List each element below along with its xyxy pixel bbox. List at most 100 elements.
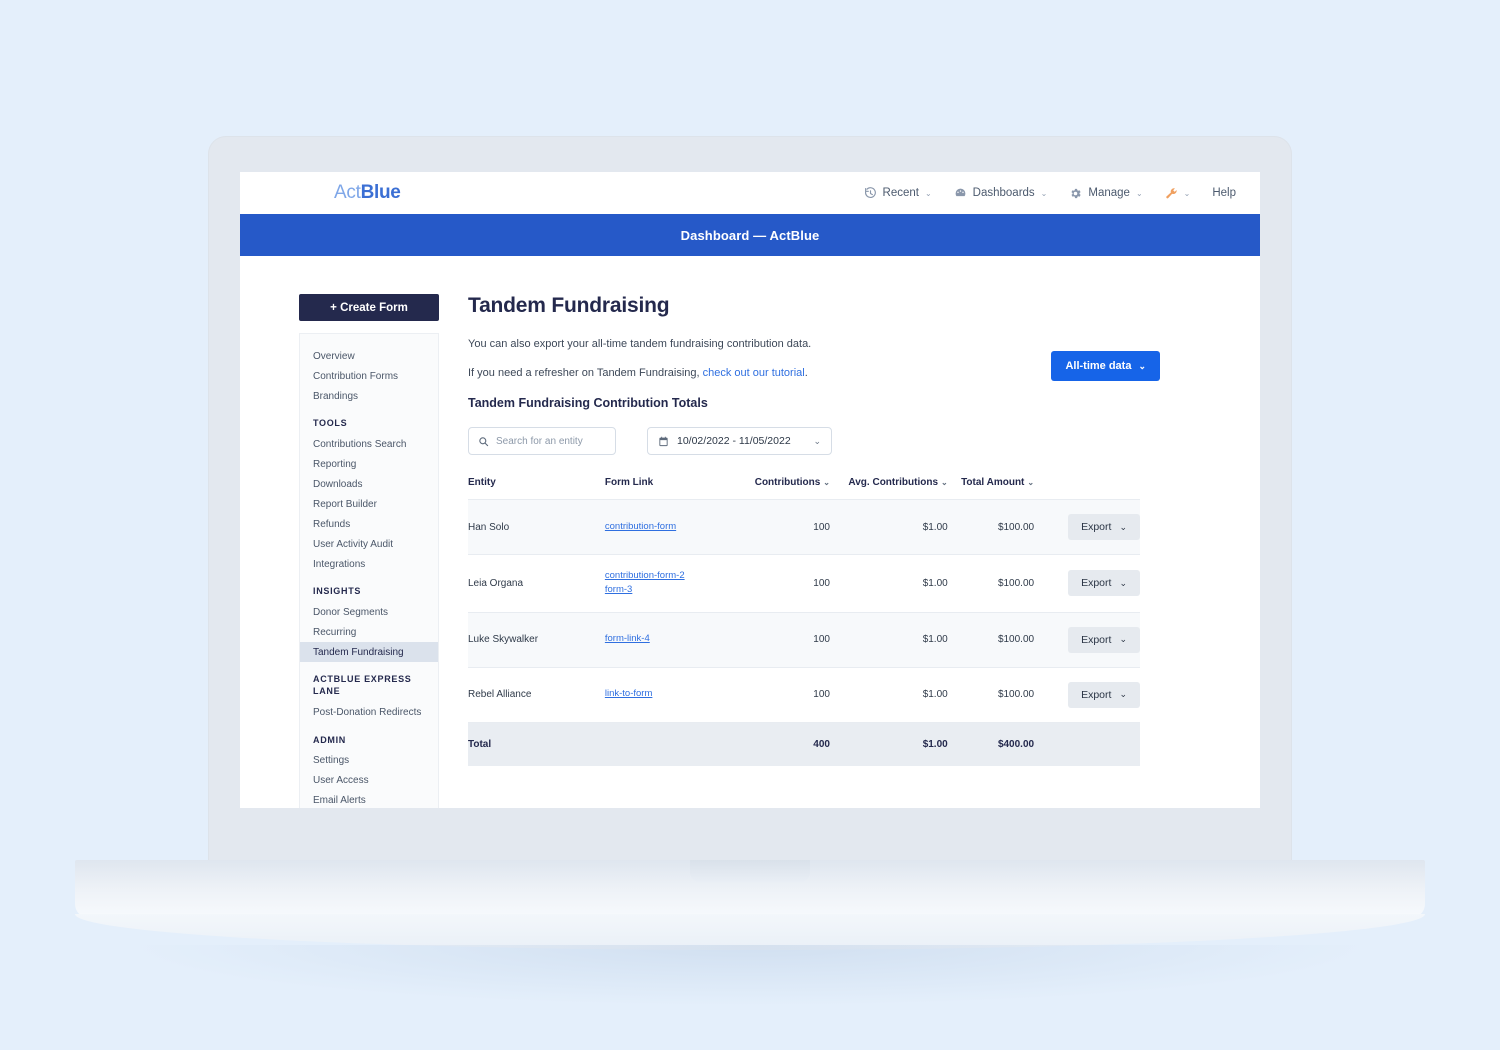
cell-total-contributions: 400: [813, 738, 830, 750]
calendar-icon: [658, 436, 669, 447]
tandem-fundraising-table: Entity Form Link Contributions ⌄ Avg. Con…: [468, 477, 1140, 766]
export-button-label: Export: [1081, 521, 1112, 533]
cell-total-amount: $400.00: [997, 738, 1035, 750]
sidebar-item-integrations[interactable]: Integrations: [313, 558, 366, 570]
sidebar-item-brandings[interactable]: Brandings: [313, 390, 359, 402]
sidebar-item-post-donation-redirects[interactable]: Post-Donation Redirects: [313, 707, 422, 719]
search-entity-box[interactable]: Search for an entity: [468, 427, 616, 455]
cell-entity: Leia Organa: [468, 577, 524, 589]
search-icon: [478, 436, 489, 447]
sidebar-item-refunds[interactable]: Refunds: [313, 518, 351, 530]
wrench-icon: [1165, 187, 1178, 200]
form-link[interactable]: form-link-4: [604, 633, 650, 645]
sidebar-item-overview[interactable]: Overview: [313, 350, 355, 362]
all-time-data-button[interactable]: All-time data ⌄: [1051, 351, 1160, 381]
sidebar-item-contribution-forms[interactable]: Contribution Forms: [313, 370, 399, 382]
cell-actions: Export ⌄: [1034, 612, 1140, 667]
column-header-total-amount[interactable]: Total Amount ⌄: [961, 477, 1035, 488]
form-link[interactable]: link-to-form: [604, 688, 653, 700]
main-content: Tandem Fundraising You can also export y…: [439, 294, 1260, 808]
table-body: Han Solo contribution-form 100 $1.00 $10…: [468, 499, 1140, 766]
export-button-label: Export: [1081, 688, 1112, 701]
intro-line-2-suffix: .: [804, 367, 808, 379]
cell-total-amount: $100.00: [997, 689, 1035, 700]
export-button[interactable]: Export ⌄: [1068, 626, 1140, 653]
cell-avg-contributions: $1.00: [922, 634, 948, 645]
table-controls: Search for an entity 10/02/2022 - 11/05/…: [468, 427, 1160, 455]
logo-blue-text: Blue: [360, 182, 401, 203]
chevron-down-icon: ⌄: [1119, 577, 1127, 588]
sidebar-item-reporting[interactable]: Reporting: [313, 458, 357, 470]
sidebar-item-downloads[interactable]: Downloads: [313, 478, 363, 490]
create-form-button[interactable]: + Create Form: [299, 294, 439, 321]
cell-actions: Export ⌄: [1034, 667, 1140, 722]
form-link[interactable]: form-3: [604, 584, 633, 596]
chevron-down-icon: ⌄: [1119, 634, 1127, 644]
column-header-avg-contributions[interactable]: Avg. Contributions ⌄: [848, 477, 948, 488]
cell-entity: Han Solo: [468, 521, 510, 533]
chevron-down-icon: ⌄: [1119, 689, 1127, 699]
cell-total-actions: [1034, 722, 1140, 766]
laptop-notch: [690, 860, 810, 882]
sidebar-item-user-access[interactable]: User Access: [313, 775, 369, 787]
nav-item-manage[interactable]: Manage ⌄: [1069, 187, 1143, 200]
actblue-logo[interactable]: ActBlue: [334, 182, 401, 204]
cell-contributions: 100: [813, 689, 830, 700]
table-header-row: Entity Form Link Contributions ⌄ Avg. Con…: [468, 477, 1140, 500]
cell-total-avg-contributions: $1.00: [922, 738, 948, 750]
tutorial-link[interactable]: check out our tutorial: [702, 367, 805, 379]
table-total-row: Total 400 $1.00 $400.00: [468, 722, 1140, 766]
sidebar-heading-actblue-express-lane: ACTBLUE EXPRESS LANE: [313, 674, 412, 697]
cell-total-label: Total: [468, 738, 492, 750]
export-button-label: Export: [1081, 577, 1112, 590]
sidebar-item-user-activity-audit[interactable]: User Activity Audit: [313, 538, 394, 550]
intro-line-2: If you need a refresher on Tandem Fundra…: [468, 367, 1160, 379]
cell-entity: Luke Skywalker: [468, 634, 539, 645]
export-button[interactable]: Export ⌄: [1068, 681, 1140, 708]
cell-contributions: 100: [813, 521, 830, 533]
date-range-value: 10/02/2022 - 11/05/2022: [677, 435, 791, 447]
sidebar-item-settings[interactable]: Settings: [313, 755, 350, 767]
cell-form-link: form-link-4: [605, 612, 719, 667]
date-range-picker[interactable]: 10/02/2022 - 11/05/2022 ⌄: [647, 427, 832, 455]
column-header-contributions[interactable]: Contributions ⌄: [754, 477, 830, 488]
chevron-down-icon: ⌄: [1135, 188, 1143, 198]
sidebar-item-tandem-fundraising[interactable]: Tandem Fundraising: [300, 642, 438, 663]
cell-actions: Export ⌄: [1034, 500, 1140, 555]
table-row: Han Solo contribution-form 100 $1.00 $10…: [468, 499, 1140, 555]
chevron-down-icon: ⌄: [823, 478, 830, 487]
intro-line-1: You can also export your all-time tandem…: [468, 338, 812, 350]
sidebar: + Create Form Overview Contribution Form…: [240, 294, 439, 808]
sidebar-group-tools: TOOLS Contributions Search Reporting Dow…: [300, 406, 438, 574]
form-link[interactable]: contribution-form-2: [604, 570, 685, 581]
sidebar-item-email-alerts[interactable]: Email Alerts: [313, 795, 366, 807]
sidebar-group-main: Overview Contribution Forms Brandings: [300, 346, 438, 406]
gauge-icon: [954, 187, 967, 200]
search-input-placeholder: Search for an entity: [496, 435, 583, 447]
nav-item-dashboards[interactable]: Dashboards ⌄: [954, 187, 1048, 200]
nav-item-help[interactable]: Help: [1212, 187, 1236, 199]
cell-form-link: contribution-form-2 form-3: [605, 555, 719, 613]
sidebar-item-donor-segments[interactable]: Donor Segments: [313, 606, 389, 618]
nav-item-recent[interactable]: Recent ⌄: [864, 186, 932, 200]
page-body: + Create Form Overview Contribution Form…: [240, 256, 1260, 808]
sidebar-item-recurring[interactable]: Recurring: [313, 626, 357, 638]
cell-contributions: 100: [813, 577, 830, 589]
cell-entity: Rebel Alliance: [468, 689, 532, 700]
sidebar-group-admin: ADMIN Settings User Access Email Alerts …: [300, 723, 438, 808]
chevron-down-icon: ⌄: [1040, 188, 1048, 198]
export-button[interactable]: Export ⌄: [1068, 570, 1140, 597]
export-button[interactable]: Export ⌄: [1068, 514, 1140, 540]
sidebar-nav-panel: Overview Contribution Forms Brandings TO…: [299, 333, 439, 808]
chevron-down-icon: ⌄: [1138, 360, 1146, 371]
column-header-entity: Entity: [468, 477, 496, 488]
sidebar-group-insights: INSIGHTS Donor Segments Recurring Tandem…: [300, 574, 438, 663]
sidebar-item-report-builder[interactable]: Report Builder: [313, 498, 377, 510]
nav-item-tools[interactable]: ⌄: [1165, 187, 1190, 200]
form-link[interactable]: contribution-form: [604, 520, 677, 532]
sidebar-item-contributions-search[interactable]: Contributions Search: [313, 438, 407, 450]
section-title: Tandem Fundraising Contribution Totals: [468, 396, 708, 410]
chevron-down-icon: ⌄: [1027, 478, 1035, 487]
cell-avg-contributions: $1.00: [922, 521, 948, 533]
